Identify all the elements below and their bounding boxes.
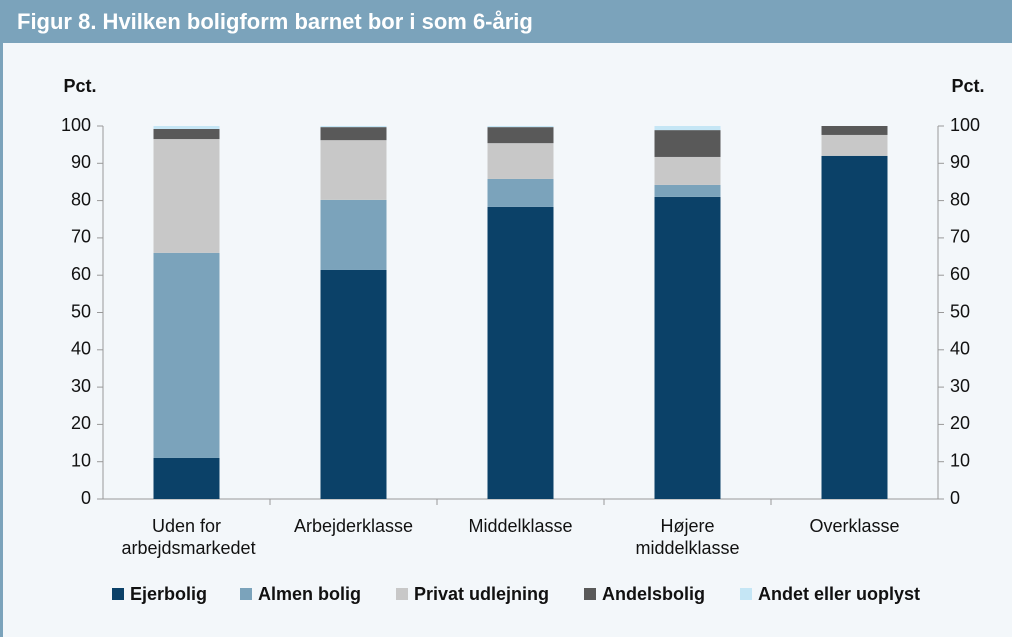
- bar-segment: [654, 126, 721, 131]
- y-axis-label: Pct.: [63, 76, 96, 96]
- y2-tick-label: 10: [950, 450, 970, 470]
- y-tick-label: 30: [71, 376, 91, 396]
- y2-axis-label: Pct.: [951, 76, 984, 96]
- legend-swatch: [240, 588, 252, 600]
- legend-label: Almen bolig: [258, 584, 361, 604]
- y2-tick-label: 100: [950, 115, 980, 135]
- legend-swatch: [584, 588, 596, 600]
- bar-segment: [153, 252, 220, 458]
- y-tick-label: 50: [71, 301, 91, 321]
- bar-segment: [487, 126, 554, 128]
- y2-tick-label: 60: [950, 264, 970, 284]
- y-tick-label: 10: [71, 450, 91, 470]
- y-tick-label: 20: [71, 413, 91, 433]
- y2-tick-label: 20: [950, 413, 970, 433]
- x-tick-label: Højere middelklasse: [635, 516, 740, 558]
- y2-tick-label: 30: [950, 376, 970, 396]
- bar-segment: [821, 126, 888, 135]
- y-tick-label: 100: [61, 115, 91, 135]
- x-tick-label: Middelklasse: [468, 516, 573, 536]
- bar-segment: [153, 126, 220, 129]
- bar-segment: [487, 206, 554, 500]
- legend-label: Ejerbolig: [130, 584, 207, 604]
- x-tick-label: Arbejderklasse: [293, 516, 414, 536]
- bar-segment: [320, 140, 387, 200]
- y-tick-label: 0: [81, 488, 91, 508]
- chart-title: Figur 8. Hvilken boligform barnet bor i …: [3, 0, 1012, 43]
- y2-tick-label: 50: [950, 301, 970, 321]
- y-tick-label: 70: [71, 227, 91, 247]
- x-tick-label: Overklasse: [809, 516, 900, 536]
- y2-tick-label: 80: [950, 189, 970, 209]
- legend-swatch: [740, 588, 752, 600]
- bar-segment: [320, 199, 387, 270]
- bar-segment: [821, 134, 888, 156]
- x-tick-label: Uden for arbejdsmarkedet: [121, 516, 256, 558]
- legend-swatch: [112, 588, 124, 600]
- bar-segment: [654, 196, 721, 499]
- y-tick-label: 40: [71, 339, 91, 359]
- bar-segment: [654, 130, 721, 157]
- bar-segment: [320, 126, 387, 128]
- legend-label: Andelsbolig: [602, 584, 705, 604]
- y-tick-label: 90: [71, 152, 91, 172]
- legend-label: Privat udlejning: [414, 584, 549, 604]
- y2-tick-label: 90: [950, 152, 970, 172]
- y2-tick-label: 70: [950, 227, 970, 247]
- bar-segment: [821, 155, 888, 499]
- bar-segment: [487, 178, 554, 207]
- y-tick-label: 80: [71, 189, 91, 209]
- bar-segment: [320, 269, 387, 499]
- y2-tick-label: 0: [950, 488, 960, 508]
- bar-segment: [487, 143, 554, 179]
- bar-segment: [153, 128, 220, 140]
- bar-segment: [320, 127, 387, 141]
- legend-label: Andet eller uoplyst: [758, 584, 920, 604]
- bar-segment: [153, 139, 220, 253]
- bar-segment: [487, 127, 554, 144]
- bar-segment: [153, 457, 220, 499]
- bar-segment: [654, 156, 721, 185]
- y2-tick-label: 40: [950, 339, 970, 359]
- y-tick-label: 60: [71, 264, 91, 284]
- legend-swatch: [396, 588, 408, 600]
- bar-segment: [654, 184, 721, 197]
